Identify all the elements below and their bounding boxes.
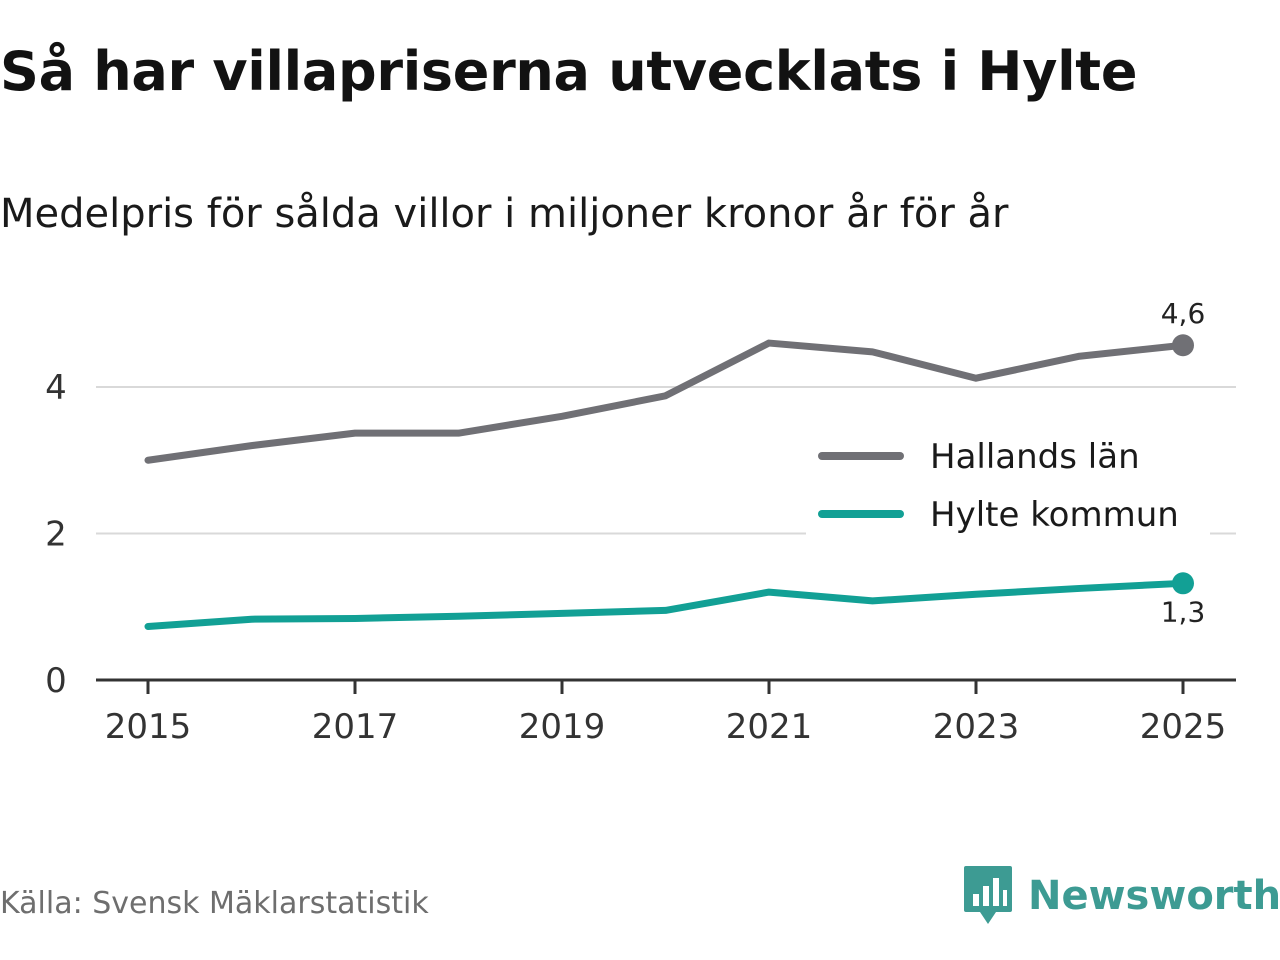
legend-background [806,428,1210,546]
x-tick-label-2025: 2025 [1140,707,1227,747]
y-tick-label-4: 4 [45,368,67,408]
brand-logo: Newsworthy [962,864,1280,928]
end-marker-0 [1172,334,1194,357]
x-tick-label-2023: 2023 [933,707,1020,747]
legend: Hallands län Hylte kommun [806,428,1210,546]
legend-label-0: Hallands län [930,437,1140,477]
end-label-1: 1,3 [1161,595,1206,628]
x-axis: 2015 2017 2019 2021 2023 2025 [96,678,1236,747]
source-note: Källa: Svensk Mäklarstatistik [0,886,429,921]
x-tick-label-2015: 2015 [105,707,192,747]
series-group: 4,6 1,3 [144,297,1206,631]
y-tick-label-0: 0 [45,661,67,701]
chart-title: Så har villapriserna utvecklats i Hylte [0,40,1138,103]
series-line-1 [144,579,1187,631]
x-tick-label-2021: 2021 [726,707,813,747]
y-tick-label-2: 2 [45,515,67,555]
end-label-0: 4,6 [1161,297,1206,330]
x-tick-label-2019: 2019 [519,707,606,747]
chart-subtitle: Medelpris för sålda villor i miljoner kr… [0,191,1009,237]
legend-label-1: Hylte kommun [930,495,1179,535]
brand-name: Newsworthy [1028,873,1280,919]
end-marker-1 [1172,572,1194,595]
x-tick-label-2017: 2017 [312,707,399,747]
newsworthy-logo-icon [964,866,1012,924]
